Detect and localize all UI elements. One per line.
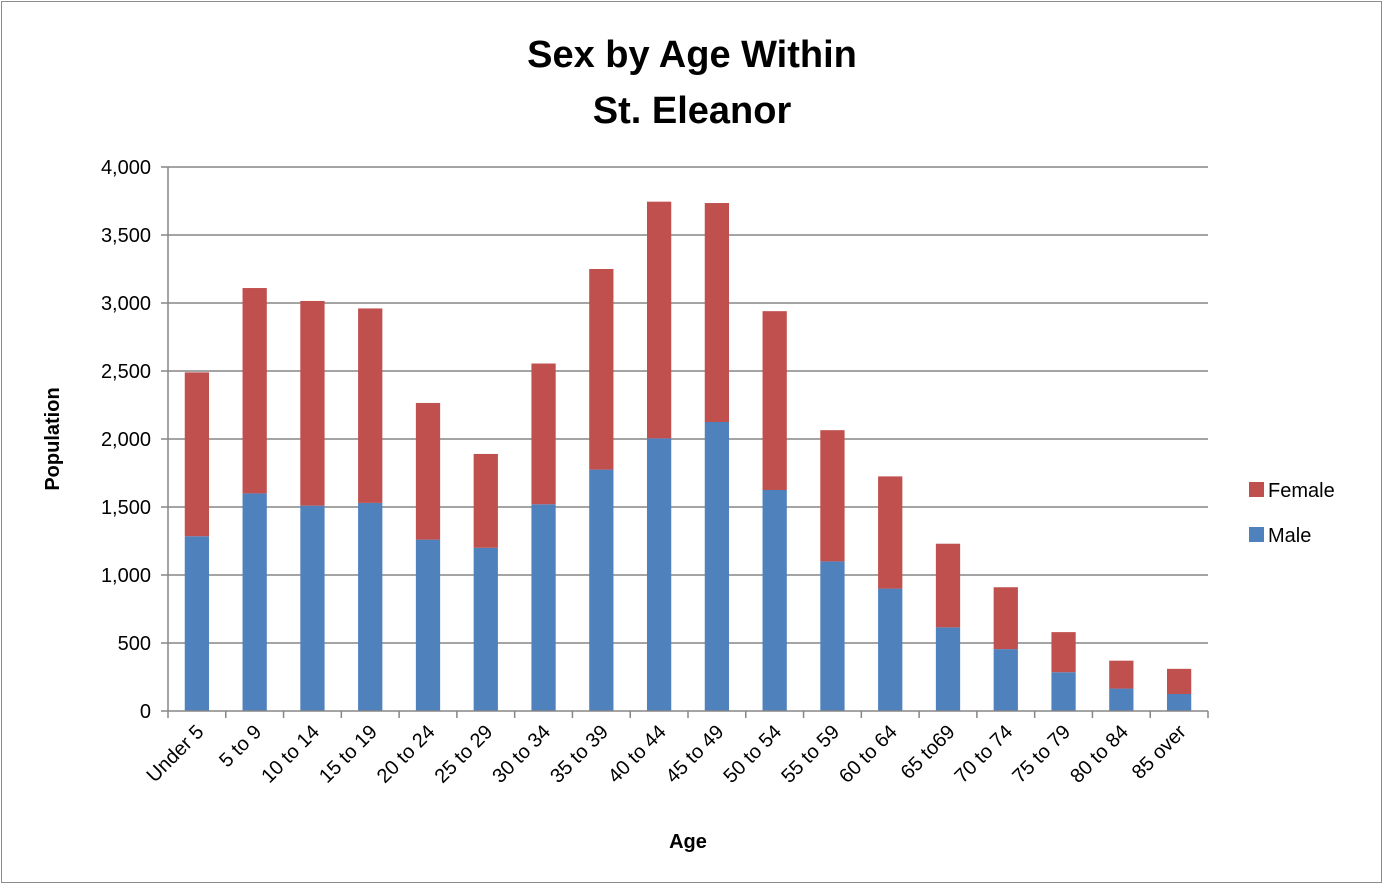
y-tick-label: 3,500 [101,225,151,247]
y-tick-label: 3,000 [101,293,151,315]
bar-female-10 [762,311,787,490]
bar-female-7 [589,269,614,470]
bar-female-2 [300,300,325,506]
bar-female-17 [1166,668,1192,694]
x-tick-label: 30 to 34 [488,721,555,788]
bar-female-12 [878,476,903,589]
x-tick-label: 10 to 14 [257,721,324,788]
bar-male-13 [935,627,961,711]
bar-female-13 [935,543,961,628]
bar-female-1 [242,288,267,494]
y-tick-label: 1,000 [101,565,151,587]
bar-female-14 [993,587,1018,650]
bar-male-9 [704,422,730,711]
legend-swatch-male [1249,527,1264,542]
axes [161,166,1209,718]
x-tick-label: Under 5 [143,721,209,787]
x-tick-label: 85 over [1128,721,1191,784]
x-tick-label: 70 to 74 [951,721,1018,788]
x-tick-label: 35 to 39 [546,721,613,788]
x-tick-label: 80 to 84 [1066,721,1133,788]
x-tick-label: 60 to 64 [835,721,902,788]
bar-female-6 [531,363,556,505]
legend-swatch-female [1249,482,1264,497]
chart-title: Sex by Age Within St. Eleanor [527,34,857,132]
chart-title-line-1: Sex by Age Within [527,34,857,76]
bar-female-4 [415,402,441,540]
chart-title-line-2: St. Eleanor [593,90,792,132]
y-tick-label: 1,500 [101,497,151,519]
bar-female-8 [646,201,672,439]
bar-male-10 [762,490,787,711]
y-tick-label: 500 [118,633,151,655]
y-tick-label: 0 [140,701,151,723]
bar-male-6 [531,504,556,711]
bar-female-9 [704,203,730,422]
bar-male-15 [1051,672,1076,711]
x-tick-label: 15 to 19 [315,721,382,788]
y-tick-label: 2,500 [101,361,151,383]
bar-male-2 [300,505,325,711]
bar-female-0 [184,372,210,537]
bar-male-16 [1109,688,1134,711]
bar-female-5 [473,453,498,548]
legend-label-female: Female [1268,480,1335,502]
legend-label-male: Male [1268,525,1311,547]
bar-male-7 [589,469,614,711]
x-axis-title: Age [669,831,707,853]
bar-female-11 [820,430,845,562]
bar-male-3 [358,502,383,711]
bar-male-14 [993,649,1018,711]
bar-male-11 [820,561,845,711]
y-tick-label: 2,000 [101,429,151,451]
bars [184,201,1192,711]
x-tick-label: 45 to 49 [662,721,729,788]
x-tick-label: 50 to 54 [720,721,787,788]
y-tick-label: 4,000 [101,157,151,179]
bar-male-4 [415,539,441,711]
bar-female-16 [1109,660,1134,689]
x-tick-label: 40 to 44 [604,721,671,788]
x-tick-label: 20 to 24 [373,721,440,788]
x-tick-label: 75 to 79 [1008,721,1075,788]
bar-male-12 [878,588,903,711]
y-tick-labels: 0 500 1,000 1,500 2,000 2,500 3,000 3,500 4,000 [101,157,151,723]
x-tick-label: 5 to 9 [215,721,266,772]
bar-male-8 [646,438,672,711]
legend: Female Male [1249,480,1335,547]
bar-male-17 [1166,694,1192,711]
gridlines [168,166,1208,644]
bar-male-0 [184,536,210,711]
bar-female-3 [358,308,383,503]
x-tick-label: 55 to 59 [777,721,844,788]
x-tick-label: 65 to69 [897,721,960,784]
bar-male-5 [473,547,498,711]
x-tick-label: 25 to 29 [431,721,498,788]
y-axis-title: Population [42,387,64,490]
bar-female-15 [1051,632,1076,673]
bar-male-1 [242,493,267,711]
